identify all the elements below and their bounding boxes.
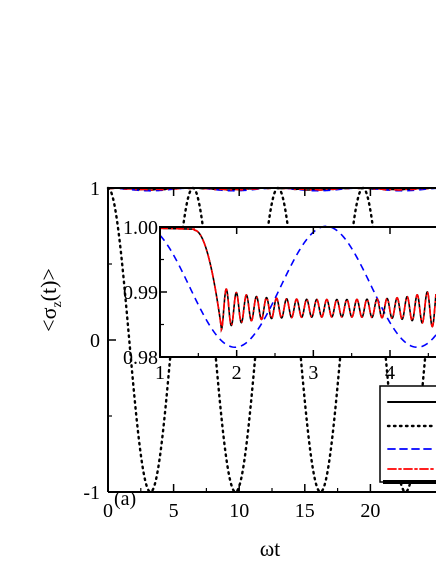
inset-x-tick-label: 3 (308, 362, 318, 384)
y-tick-label: 1 (90, 178, 100, 200)
inset-series-dashdot (159, 227, 436, 333)
inset-series-dashed (159, 225, 436, 349)
y-axis-title-end: (t)> (36, 268, 61, 301)
legend-shadow (383, 480, 436, 484)
legend (379, 385, 436, 484)
x-axis-title: ωt (260, 536, 281, 561)
main-plot: 0 5 10 15 20-101 (83, 178, 436, 522)
inset-x-tick-label: 4 (385, 362, 395, 384)
x-tick-label: 20 (360, 500, 380, 522)
inset-plot: 1 2 3 4 0.98 0.99 1.00 (123, 217, 436, 384)
legend-box (379, 385, 436, 483)
x-tick-label: 5 (169, 500, 179, 522)
y-axis-title-subscript: z (50, 301, 65, 307)
inset-background (160, 227, 436, 357)
x-tick-label: 15 (295, 500, 315, 522)
panel-label: (a) (114, 488, 136, 510)
inset-y-tick-label: 0.99 (123, 282, 158, 304)
inset-y-tick-label: 0.98 (123, 347, 158, 369)
series-dotted (106, 186, 436, 494)
y-tick-label: 0 (90, 330, 100, 352)
inset-y-tick-label: 1.00 (123, 217, 158, 239)
x-tick-label: 0 (103, 500, 113, 522)
y-axis-title: <σz(t)> (36, 268, 65, 332)
y-axis-title-main: <σ (36, 307, 61, 331)
y-tick-label: -1 (83, 482, 100, 504)
x-tick-label: 10 (229, 500, 249, 522)
inset-x-tick-label: 1 (155, 362, 165, 384)
inset-x-tick-label: 2 (232, 362, 242, 384)
